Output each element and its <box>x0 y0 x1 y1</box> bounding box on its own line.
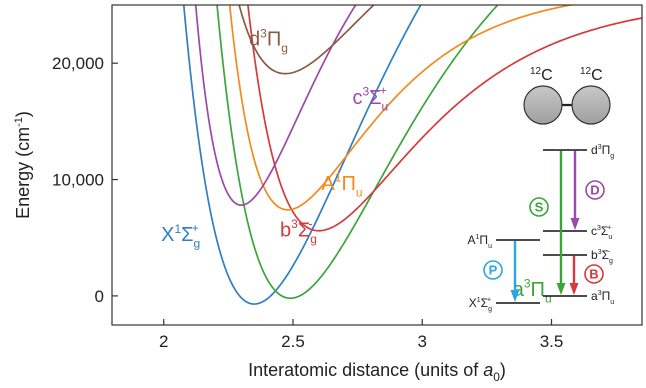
transition-label-B: B <box>589 267 598 282</box>
x-tick-label: 2.5 <box>281 332 305 351</box>
curve-label-c: c3Σu+ <box>352 84 388 114</box>
transition-arrowhead-P <box>510 290 520 302</box>
transition-badge-B <box>584 264 604 284</box>
y-tick-label: 20,000 <box>52 54 104 73</box>
plot-frame <box>111 4 643 326</box>
transition-label-S: S <box>535 200 544 215</box>
transition-label-P: P <box>489 263 498 278</box>
level-label-A: A1Πu <box>468 233 493 250</box>
transition-badge-S <box>529 197 549 217</box>
carbon-atom-left <box>523 85 563 125</box>
y-axis-title: Energy (cm-1) <box>13 111 33 219</box>
curve-label-d: d3Πg <box>249 26 288 55</box>
transition-badge-P <box>483 260 503 280</box>
carbon-atom-right <box>571 85 611 125</box>
curve-X <box>182 5 422 305</box>
transition-arrowhead-D <box>570 218 580 230</box>
transition-arrowhead-S <box>556 283 566 295</box>
x-tick-label: 3.5 <box>540 332 564 351</box>
level-label-d: d3Πg <box>591 143 614 160</box>
curve-label-A: A1Πu <box>321 171 362 200</box>
y-tick-label: 0 <box>95 287 104 306</box>
x-tick-label: 3 <box>418 332 427 351</box>
potential-curves <box>182 5 642 305</box>
transition-label-D: D <box>590 183 599 198</box>
level-label-X: X1Σg+ <box>469 296 492 313</box>
x-tick-label: 2 <box>159 332 168 351</box>
curve-c <box>194 5 357 206</box>
atom-label-left: 12C <box>530 66 553 84</box>
transition-badge-D <box>585 180 605 200</box>
level-diagram-inset: 12C 12C d3Πg c3Σu+ b3Σg-a3Πu A1Πu X1Σg+ S D B P <box>468 66 615 313</box>
axis-ticks: 2 2.5 3 3.5 0 10,000 20,000 <box>52 54 563 351</box>
level-label-c: c3Σu+ <box>591 224 612 241</box>
curve-label-b: b3Σg- <box>280 216 317 246</box>
curve-A <box>228 5 576 211</box>
curve-label-X: X1Σg+ <box>161 221 200 251</box>
x-axis-title: Interatomic distance (units of a0) <box>248 360 506 384</box>
curve-b <box>247 5 642 232</box>
level-label-b: b3Σg- <box>591 248 613 265</box>
transition-arrowhead-B <box>569 283 579 295</box>
atom-label-right: 12C <box>580 66 603 84</box>
y-tick-label: 10,000 <box>52 171 104 190</box>
level-label-a: a3Πu <box>591 289 614 306</box>
curve-a <box>216 5 499 300</box>
